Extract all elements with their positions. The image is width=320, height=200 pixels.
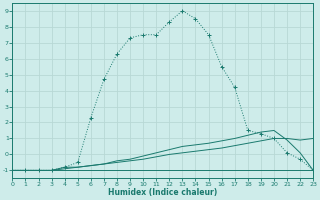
- X-axis label: Humidex (Indice chaleur): Humidex (Indice chaleur): [108, 188, 217, 197]
